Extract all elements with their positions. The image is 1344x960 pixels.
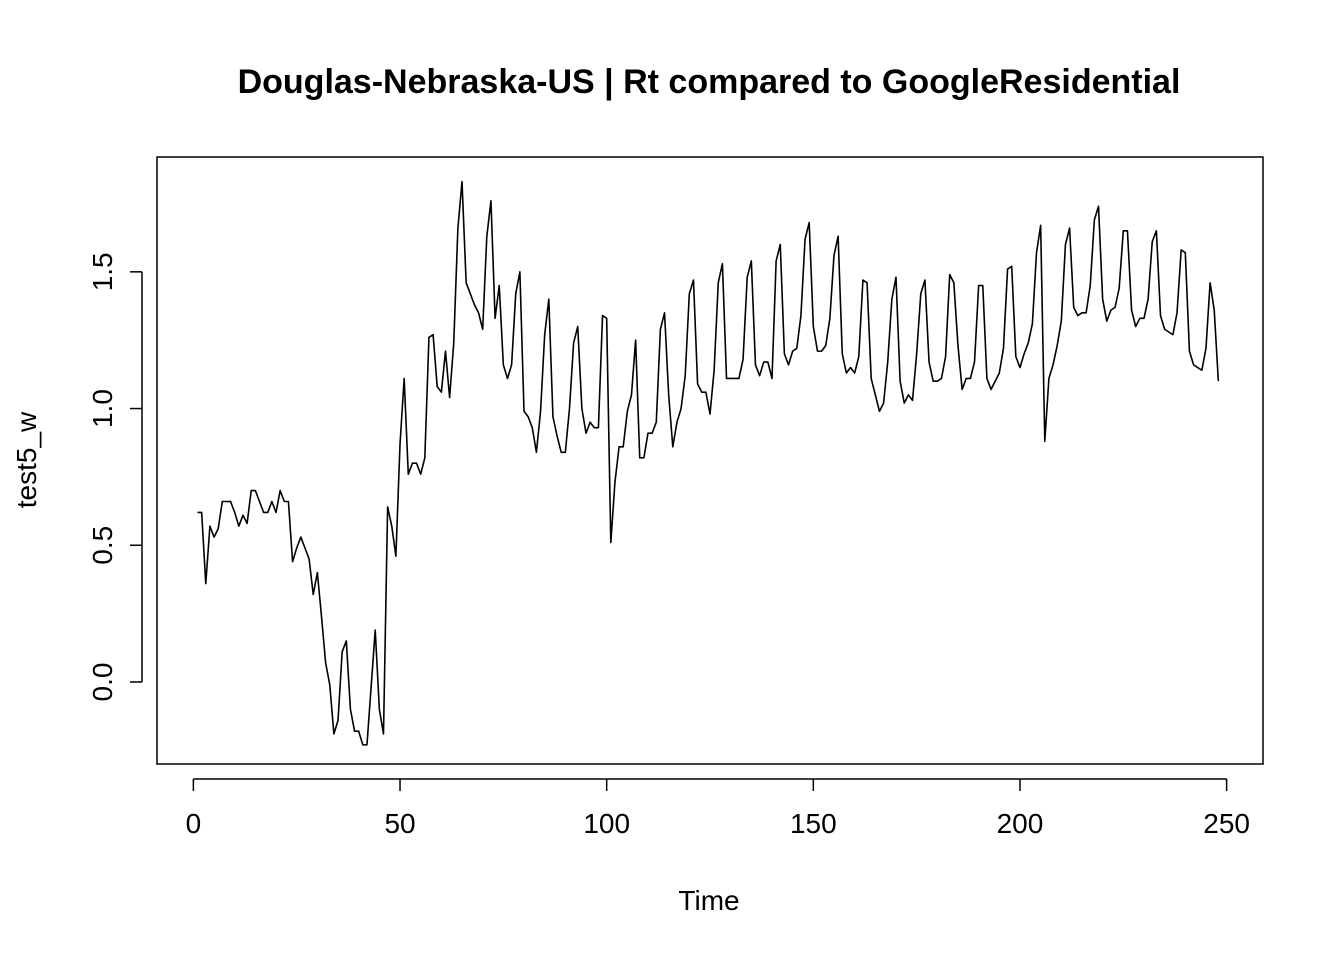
x-tick-label: 0 bbox=[186, 808, 202, 839]
x-tick-label: 100 bbox=[583, 808, 630, 839]
y-tick-label: 0.0 bbox=[87, 663, 118, 702]
x-tick-label: 250 bbox=[1203, 808, 1250, 839]
plot-box bbox=[156, 156, 1264, 765]
y-tick-label: 1.0 bbox=[87, 389, 118, 428]
y-axis-label: test5_w bbox=[11, 411, 42, 508]
x-tick-label: 50 bbox=[384, 808, 415, 839]
y-axis: 0.0 0.5 1.0 1.5 bbox=[87, 252, 143, 702]
x-axis-label: Time bbox=[678, 885, 739, 916]
series-line bbox=[197, 180, 1220, 746]
x-axis: 0 50 100 150 200 250 bbox=[186, 778, 1250, 839]
chart-title: Douglas-Nebraska-US | Rt compared to Goo… bbox=[238, 63, 1181, 101]
x-tick-label: 150 bbox=[790, 808, 837, 839]
x-tick-label: 200 bbox=[997, 808, 1044, 839]
series-layer bbox=[197, 180, 1220, 746]
y-tick-label: 0.5 bbox=[87, 526, 118, 565]
y-tick-label: 1.5 bbox=[87, 252, 118, 291]
